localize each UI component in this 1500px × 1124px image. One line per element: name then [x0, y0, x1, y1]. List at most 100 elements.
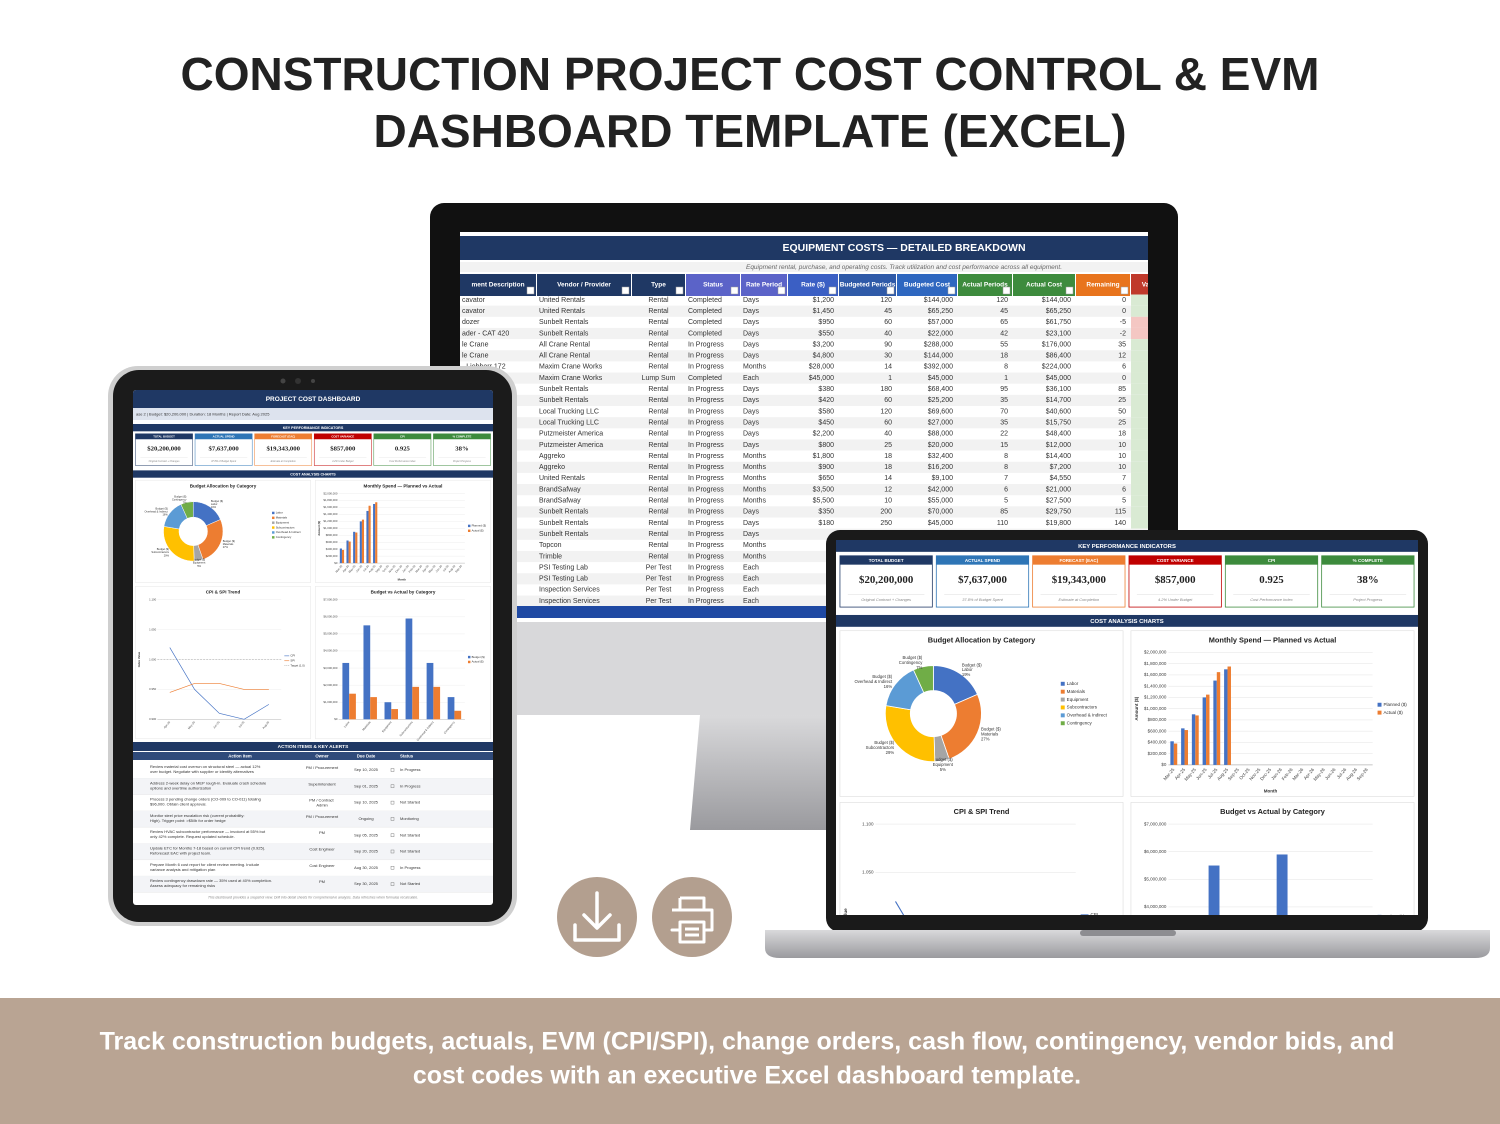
legend-label: Actual ($)	[472, 529, 484, 533]
cell: $580	[818, 408, 834, 415]
variance-cell	[1131, 484, 1148, 496]
cell: cavator	[462, 297, 486, 304]
legend-swatch	[467, 524, 471, 528]
chart-box	[1130, 630, 1415, 797]
y-tick-label: $400,000	[1148, 740, 1167, 745]
cell: BrandSafway	[539, 498, 581, 505]
slice-series: Budget ($)	[193, 558, 205, 562]
action-status: Not Started	[400, 881, 420, 886]
cell: $15,750	[1046, 419, 1071, 426]
bar	[433, 686, 441, 720]
cell: 140	[1114, 520, 1126, 527]
legend-swatch	[1377, 710, 1382, 715]
cell: Rental	[648, 330, 669, 337]
row-band	[460, 327, 1148, 340]
row-band	[460, 417, 1148, 429]
y-tick-label: $1,200,000	[1144, 695, 1167, 700]
column-header: Rate Period	[746, 282, 782, 289]
x-tick-label: Jan-26	[401, 564, 410, 573]
action-due: Ongoing	[358, 816, 373, 821]
section-bar	[133, 470, 493, 478]
legend-swatch	[272, 531, 275, 534]
cell: $27,500	[1046, 498, 1071, 505]
cell: Days	[743, 397, 759, 404]
cell: $5,500	[813, 498, 835, 505]
pie-slice	[180, 501, 194, 519]
column-header-cell	[1013, 274, 1075, 296]
cell: $65,250	[1046, 308, 1071, 315]
kpi-note: Original Contract + Changes	[861, 597, 911, 602]
x-tick-label: Aug-25	[368, 564, 377, 574]
cell: $14,400	[1046, 453, 1071, 460]
bar	[368, 505, 371, 564]
kpi-note: Cost Performance Index	[1250, 597, 1293, 602]
cell: 55	[1000, 341, 1008, 348]
kpi-value: $20,200,000	[859, 574, 914, 586]
cell: Months	[743, 475, 766, 482]
cell: 6	[1122, 486, 1126, 493]
variance-cell	[1131, 495, 1148, 507]
cell: In Progress	[688, 542, 724, 549]
kpi-header	[1128, 555, 1222, 565]
column-header-cell	[632, 274, 685, 296]
row-band	[460, 305, 1148, 317]
bar	[349, 693, 356, 720]
cell: Rental	[648, 486, 669, 493]
x-tick-label: Oct-25	[381, 564, 390, 573]
y-tick-label: $1,400,000	[1144, 683, 1167, 688]
bar	[1173, 743, 1178, 765]
cell: Rental	[648, 553, 669, 560]
y-tick-label: $6,000,000	[1144, 849, 1167, 854]
y-tick-label: $5,000,000	[1144, 877, 1167, 882]
slice-value: 19%	[211, 505, 217, 509]
cell: Days	[743, 353, 759, 360]
kpi-header	[373, 433, 431, 440]
cell: In Progress	[688, 520, 724, 527]
cell: 0	[1122, 308, 1126, 315]
legend-label: Subcontractors	[276, 525, 295, 529]
tablet: PROJECT COST DASHBOARD ase 2 | Budget: $2…	[108, 366, 517, 926]
print-button[interactable]	[652, 877, 732, 957]
laptop-base	[765, 930, 1490, 958]
y-tick-label: $1,800,000	[323, 498, 337, 502]
cell: $16,200	[928, 464, 953, 471]
kpi-label: COST VARIANCE	[331, 435, 354, 439]
row-band	[460, 394, 1148, 406]
cell: Local Trucking LLC	[539, 408, 599, 415]
slice-series: Budget ($)	[933, 757, 953, 762]
cell: 35	[1000, 397, 1008, 404]
slice-series: Budget ($)	[223, 539, 235, 543]
cell: ader - CAT 420	[462, 330, 509, 337]
row-band	[460, 372, 1148, 384]
cell: 8	[1004, 464, 1008, 471]
cell: $224,000	[1042, 364, 1071, 371]
cell: Completed	[688, 297, 722, 304]
column-header: Status	[703, 282, 723, 289]
slice-value: 5%	[940, 767, 946, 772]
cell: 15	[1000, 442, 1008, 449]
legend-label: Contingency	[1067, 720, 1093, 725]
column-header-cell	[741, 274, 787, 296]
column-header: Rate ($)	[801, 282, 825, 289]
column-header-cell	[839, 274, 896, 296]
cell: $88,000	[928, 431, 953, 438]
cell: 25	[1118, 397, 1126, 404]
kpi-label: % COMPLETE	[1353, 558, 1383, 563]
column-header-cell	[537, 274, 631, 296]
cell: Months	[743, 453, 766, 460]
cell: 90	[884, 341, 892, 348]
legend-swatch	[1377, 702, 1382, 707]
cell: Rental	[648, 431, 669, 438]
y-tick-label: 1.000	[149, 657, 156, 661]
series-line	[169, 683, 269, 693]
bar	[1213, 680, 1217, 765]
table-header	[133, 752, 493, 760]
cell: 42	[1000, 330, 1008, 337]
page-title: DASHBOARD TEMPLATE (EXCEL)	[373, 105, 1126, 157]
legend-label: Labor	[1067, 681, 1079, 686]
cell: 85	[1118, 386, 1126, 393]
cell: $176,000	[1042, 341, 1071, 348]
laptop-notch	[1080, 930, 1176, 936]
table-header-label: Status	[400, 753, 414, 758]
legend-label: Actual ($)	[472, 660, 484, 664]
